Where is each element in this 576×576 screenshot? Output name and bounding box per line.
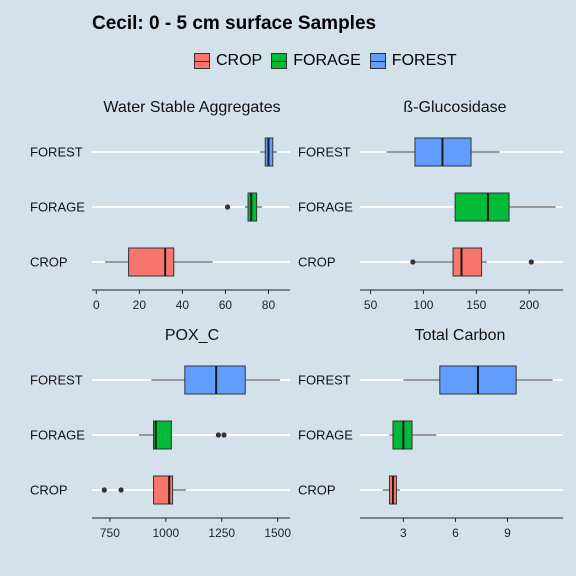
panel-1: Water Stable Aggregates FOREST FORAGE CROP 0…	[30, 99, 290, 312]
page-title: Cecil: 0 - 5 cm surface Samples	[92, 13, 377, 34]
box	[128, 247, 175, 277]
x-tick-label: 80	[262, 298, 276, 312]
outlier-point	[224, 204, 231, 210]
x-tick-label: 40	[176, 298, 190, 312]
category-label: FOREST	[30, 373, 83, 388]
box	[454, 192, 510, 222]
x-tick-label: 1250	[208, 526, 235, 540]
x-tick-label: 50	[364, 298, 378, 312]
panel-4: Total Carbon FOREST FORAGE CROP 3 6 9	[298, 327, 563, 540]
category-label: FOREST	[298, 373, 351, 388]
x-tick-label: 750	[100, 526, 120, 540]
category-label: CROP	[30, 255, 68, 270]
x-tick-label: 60	[219, 298, 233, 312]
legend-label-forage: FORAGE	[293, 52, 361, 69]
legend-item-forage: FORAGE	[271, 52, 361, 70]
x-tick-label: 200	[519, 298, 539, 312]
category-label: FORAGE	[298, 428, 353, 443]
category-label: FORAGE	[30, 428, 85, 443]
panel-title: POX_C	[165, 327, 219, 344]
x-tick-label: 9	[504, 526, 511, 540]
legend-key-forest	[369, 53, 386, 69]
outlier-point	[215, 432, 222, 438]
x-tick-label: 1500	[264, 526, 291, 540]
box	[452, 247, 483, 277]
panel-title: Water Stable Aggregates	[103, 99, 280, 116]
box	[247, 192, 258, 222]
outlier-point	[221, 432, 227, 438]
panel-2: ß-Glucosidase FOREST FORAGE CROP 50 100 150 200	[298, 99, 563, 312]
category-label: FORAGE	[30, 200, 85, 215]
category-label: CROP	[298, 483, 336, 498]
legend: CROP FORAGE FOREST	[194, 50, 466, 72]
box	[153, 475, 174, 505]
outlier-point	[528, 259, 534, 265]
category-label: CROP	[298, 255, 336, 270]
outlier-point	[118, 487, 124, 493]
legend-key-crop	[194, 53, 210, 69]
x-tick-label: 6	[452, 526, 459, 540]
panel-title: ß-Glucosidase	[403, 99, 506, 116]
panel-3: POX_C FOREST FORAGE CROP 750 1000 1250 1500	[30, 327, 291, 540]
box	[153, 420, 172, 450]
x-tick-label: 150	[466, 298, 486, 312]
category-label: FOREST	[30, 145, 83, 160]
x-tick-label: 3	[400, 526, 407, 540]
x-tick-label: 100	[413, 298, 433, 312]
legend-key-forage	[271, 53, 288, 69]
panel-title: Total Carbon	[415, 327, 506, 344]
legend-item-crop: CROP	[194, 52, 262, 70]
legend-label-crop: CROP	[216, 52, 263, 69]
x-tick-label: 0	[93, 298, 100, 312]
legend-label-forest: FOREST	[391, 52, 457, 69]
legend-item-forest: FOREST	[369, 52, 457, 70]
outlier-point	[101, 487, 107, 493]
x-tick-label: 20	[133, 298, 147, 312]
category-label: FORAGE	[298, 200, 353, 215]
outlier-point	[410, 259, 416, 265]
category-label: FOREST	[298, 145, 351, 160]
x-tick-label: 1000	[152, 526, 179, 540]
category-label: CROP	[30, 483, 68, 498]
box	[184, 365, 246, 395]
